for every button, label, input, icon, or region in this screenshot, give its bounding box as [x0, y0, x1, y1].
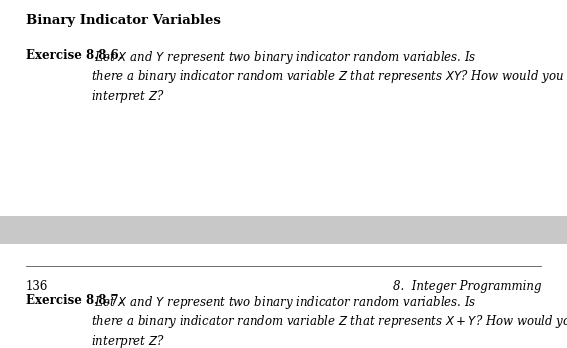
- Text: Let $X$ and $Y$ represent two binary indicator random variables. Is
there a bina: Let $X$ and $Y$ represent two binary ind…: [91, 49, 564, 104]
- Text: Exercise 8.8.7.: Exercise 8.8.7.: [26, 294, 122, 307]
- Text: Let $X$ and $Y$ represent two binary indicator random variables. Is
there a bina: Let $X$ and $Y$ represent two binary ind…: [91, 294, 567, 348]
- Text: Exercise 8.8.6.: Exercise 8.8.6.: [26, 49, 122, 62]
- Text: 8.  Integer Programming: 8. Integer Programming: [393, 280, 541, 293]
- Bar: [0, 216, 567, 244]
- Text: 136: 136: [26, 280, 48, 293]
- Text: Binary Indicator Variables: Binary Indicator Variables: [26, 14, 221, 27]
